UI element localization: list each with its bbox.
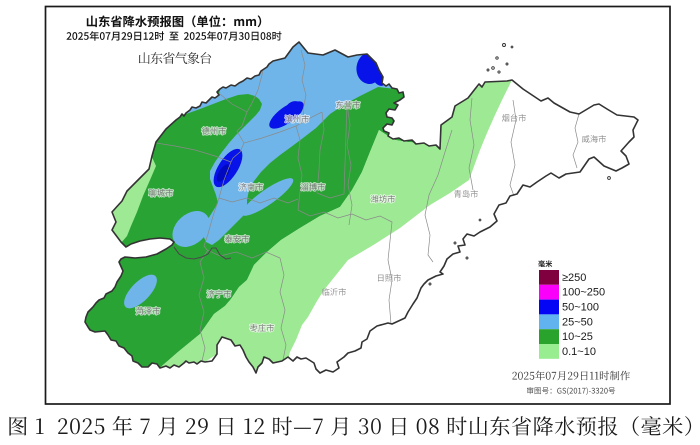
- svg-text:100~250: 100~250: [562, 287, 605, 299]
- svg-text:10~25: 10~25: [562, 331, 593, 343]
- svg-text:25~50: 25~50: [562, 316, 593, 328]
- svg-text:50~100: 50~100: [562, 302, 599, 314]
- svg-text:0.1~10: 0.1~10: [562, 346, 596, 358]
- svg-text:≥250: ≥250: [562, 272, 586, 284]
